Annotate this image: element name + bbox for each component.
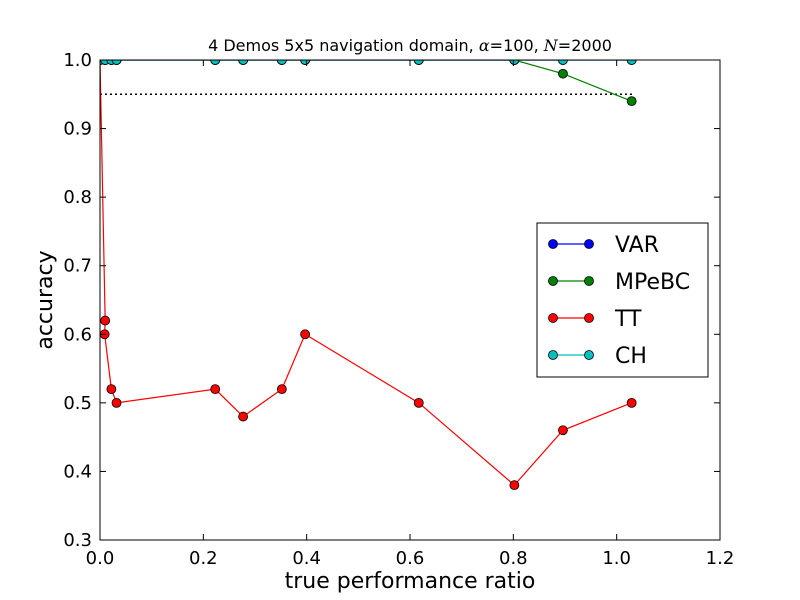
y-tick-label: 0.9 [63,119,92,140]
legend-label-var: VAR [615,233,659,258]
data-point-ch [238,60,249,65]
data-point-ch [276,60,287,65]
legend-item-mpebc: MPeBC [548,270,690,295]
series-line-mpebc [100,60,632,102]
data-point-tt [100,315,111,326]
legend-item-ch: CH [548,344,647,369]
data-point-tt [111,397,122,408]
legend-swatch-marker [548,276,558,286]
data-point-tt [626,397,637,408]
title-alpha-symbol: α [479,36,490,55]
x-tick-label: 1.0 [602,548,631,569]
legend-swatch-marker [584,239,594,249]
y-tick-label: 0.7 [63,256,92,277]
legend-swatch-marker [584,276,594,286]
data-point-tt [276,384,287,395]
legend-items: VAR MPeBC TT CH [548,233,690,369]
data-point-ch [300,60,311,65]
title-alpha-value: =100, [490,36,544,55]
x-tick-label: 0.4 [292,548,321,569]
data-point-ch [413,60,424,65]
x-tick-label: 0.6 [396,548,425,569]
y-tick-label: 1.0 [63,50,92,71]
x-tick-label: 1.2 [706,548,735,569]
data-point-ch [626,60,637,65]
legend-label-tt: TT [614,307,642,332]
title-n-symbol: N [543,36,559,55]
data-point-ch [509,60,520,65]
title-n-value: =2000 [558,36,612,55]
chart-title: 4 Demos 5x5 navigation domain, α=100, N=… [208,36,612,55]
title-prefix: 4 Demos 5x5 navigation domain, [208,36,479,55]
data-point-tt [106,384,117,395]
x-axis-label: true performance ratio [285,569,536,594]
legend-label-mpebc: MPeBC [615,270,690,295]
legend-item-var: VAR [548,233,659,258]
legend-swatch-marker [548,350,558,360]
legend-item-tt: TT [548,307,642,332]
series-ch [100,60,637,65]
x-tick-label: 0.0 [86,548,115,569]
legend-box [536,222,709,378]
x-tick-label: 0.8 [499,548,528,569]
legend-swatch-marker [548,313,558,323]
data-point-tt [509,480,520,491]
series-mpebc [100,60,637,107]
x-tick-label: 0.2 [189,548,218,569]
legend-swatch-marker [548,239,558,249]
data-point-tt [238,411,249,422]
legend-swatch-marker [584,313,594,323]
data-point-tt [413,397,424,408]
data-point-tt [558,425,568,436]
data-point-ch [111,60,122,65]
data-point-ch [210,60,221,65]
data-point-tt [300,329,311,340]
legend-label-ch: CH [615,344,647,369]
y-tick-label: 0.6 [63,324,92,345]
legend-swatch-marker [584,350,594,360]
y-axis-label: accuracy [33,250,58,349]
y-tick-label: 0.5 [63,393,92,414]
data-point-mpebc [558,68,568,79]
axis-ticks: 0.0 0.2 0.4 0.6 0.8 1.0 1.2 0.3 0.4 0.5 0.6 0.7 0.8 0… [63,50,734,569]
y-tick-label: 0.3 [63,530,92,551]
data-point-ch [558,60,568,65]
data-point-mpebc [626,96,637,107]
legend: VAR MPeBC TT CH [536,222,709,378]
y-tick-label: 0.4 [63,461,92,482]
y-tick-label: 0.8 [63,187,92,208]
data-point-tt [210,384,221,395]
